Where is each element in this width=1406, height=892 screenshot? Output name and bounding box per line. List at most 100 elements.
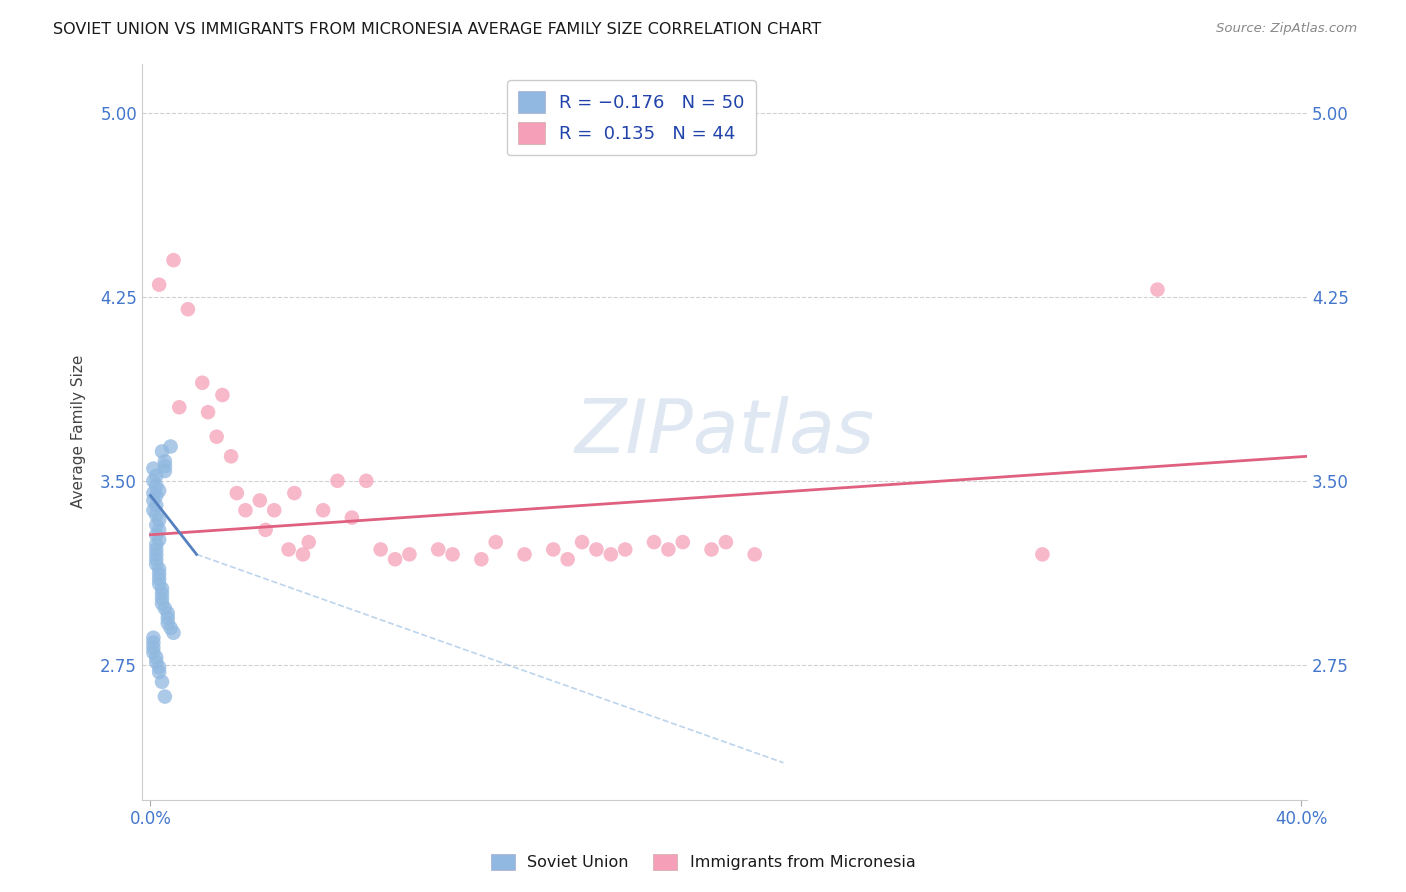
Point bbox=[485, 535, 508, 549]
Point bbox=[356, 474, 378, 488]
Point bbox=[513, 547, 536, 561]
Point bbox=[148, 660, 170, 674]
Point bbox=[145, 528, 167, 542]
Point bbox=[150, 444, 173, 458]
Text: SOVIET UNION VS IMMIGRANTS FROM MICRONESIA AVERAGE FAMILY SIZE CORRELATION CHART: SOVIET UNION VS IMMIGRANTS FROM MICRONES… bbox=[53, 22, 821, 37]
Point bbox=[1031, 547, 1053, 561]
Point bbox=[700, 542, 723, 557]
Point bbox=[291, 547, 314, 561]
Y-axis label: Average Family Size: Average Family Size bbox=[72, 355, 86, 508]
Point bbox=[370, 542, 392, 557]
Point bbox=[150, 591, 173, 606]
Point bbox=[156, 611, 179, 625]
Point bbox=[714, 535, 737, 549]
Point bbox=[159, 621, 181, 635]
Point bbox=[148, 513, 170, 527]
Point bbox=[599, 547, 621, 561]
Point bbox=[148, 566, 170, 581]
Point bbox=[142, 461, 165, 475]
Point bbox=[219, 450, 242, 464]
Point bbox=[153, 690, 176, 704]
Point bbox=[283, 486, 305, 500]
Point bbox=[145, 557, 167, 571]
Point bbox=[145, 469, 167, 483]
Point bbox=[145, 499, 167, 513]
Point bbox=[643, 535, 665, 549]
Point bbox=[142, 645, 165, 659]
Legend: R = −0.176   N = 50, R =  0.135   N = 44: R = −0.176 N = 50, R = 0.135 N = 44 bbox=[508, 80, 755, 155]
Point bbox=[672, 535, 695, 549]
Point bbox=[145, 552, 167, 566]
Point bbox=[148, 483, 170, 498]
Point bbox=[340, 510, 363, 524]
Point bbox=[148, 277, 170, 292]
Point bbox=[153, 454, 176, 468]
Point bbox=[145, 508, 167, 523]
Point bbox=[142, 640, 165, 655]
Point bbox=[162, 625, 184, 640]
Point bbox=[162, 253, 184, 268]
Point bbox=[263, 503, 285, 517]
Point bbox=[145, 542, 167, 557]
Point bbox=[277, 542, 299, 557]
Point bbox=[145, 650, 167, 665]
Point bbox=[153, 459, 176, 474]
Point bbox=[145, 489, 167, 503]
Point bbox=[543, 542, 565, 557]
Point bbox=[142, 474, 165, 488]
Point bbox=[384, 552, 406, 566]
Point bbox=[150, 596, 173, 610]
Point bbox=[142, 486, 165, 500]
Point bbox=[142, 631, 165, 645]
Point bbox=[148, 523, 170, 537]
Point bbox=[159, 440, 181, 454]
Point bbox=[557, 552, 579, 566]
Point bbox=[153, 601, 176, 615]
Text: ZIPatlas: ZIPatlas bbox=[575, 396, 875, 467]
Point bbox=[470, 552, 492, 566]
Point bbox=[326, 474, 349, 488]
Point bbox=[398, 547, 420, 561]
Point bbox=[145, 518, 167, 533]
Point bbox=[298, 535, 321, 549]
Point bbox=[142, 503, 165, 517]
Point bbox=[254, 523, 277, 537]
Point bbox=[145, 479, 167, 493]
Point bbox=[614, 542, 637, 557]
Point bbox=[177, 302, 200, 317]
Point bbox=[150, 586, 173, 600]
Point bbox=[235, 503, 257, 517]
Point bbox=[145, 537, 167, 551]
Point bbox=[148, 562, 170, 576]
Point bbox=[205, 430, 228, 444]
Point bbox=[156, 615, 179, 630]
Point bbox=[148, 665, 170, 679]
Point bbox=[148, 572, 170, 586]
Point bbox=[571, 535, 593, 549]
Point bbox=[153, 464, 176, 478]
Point bbox=[169, 401, 191, 415]
Text: Source: ZipAtlas.com: Source: ZipAtlas.com bbox=[1216, 22, 1357, 36]
Point bbox=[585, 542, 607, 557]
Point bbox=[150, 582, 173, 596]
Point bbox=[1146, 283, 1168, 297]
Point bbox=[312, 503, 335, 517]
Legend: Soviet Union, Immigrants from Micronesia: Soviet Union, Immigrants from Micronesia bbox=[484, 847, 922, 877]
Point bbox=[148, 576, 170, 591]
Point bbox=[150, 674, 173, 689]
Point bbox=[657, 542, 679, 557]
Point bbox=[225, 486, 247, 500]
Point bbox=[145, 547, 167, 561]
Point bbox=[249, 493, 271, 508]
Point bbox=[148, 533, 170, 547]
Point bbox=[197, 405, 219, 419]
Point bbox=[191, 376, 214, 390]
Point bbox=[142, 493, 165, 508]
Point bbox=[441, 547, 464, 561]
Point bbox=[427, 542, 450, 557]
Point bbox=[744, 547, 766, 561]
Point bbox=[211, 388, 233, 402]
Point bbox=[156, 606, 179, 620]
Point bbox=[145, 655, 167, 669]
Point bbox=[142, 635, 165, 649]
